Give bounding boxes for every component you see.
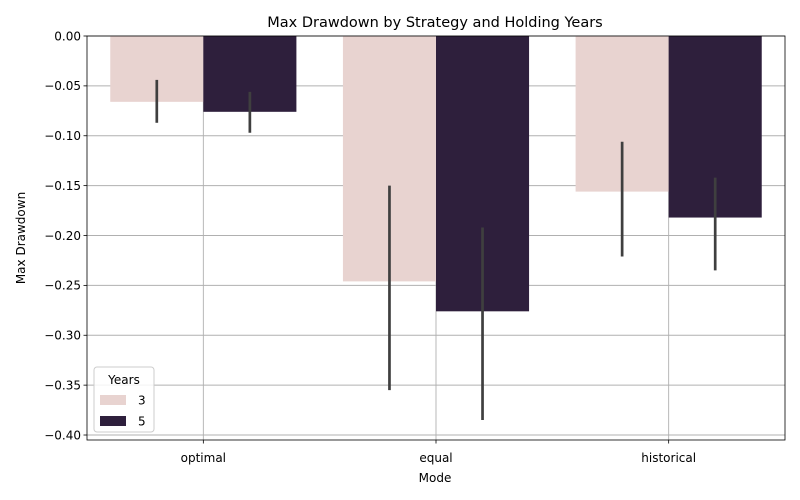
chart-title: Max Drawdown by Strategy and Holding Yea… [267, 15, 603, 31]
y-tick-label: −0.35 [44, 378, 81, 392]
y-tick-label: −0.25 [44, 279, 81, 293]
error-bars [155, 79, 717, 421]
x-tick-label-optimal: optimal [181, 451, 226, 465]
x-tick-label-historical: historical [641, 451, 696, 465]
y-tick-label: −0.15 [44, 179, 81, 193]
bars [110, 36, 762, 312]
y-tick-label: −0.05 [44, 79, 81, 93]
legend-label-5: 5 [138, 415, 146, 429]
y-tick-label: −0.40 [44, 428, 81, 442]
y-axis-label: Max Drawdown [14, 192, 28, 284]
y-tick-label: −0.10 [44, 129, 81, 143]
x-axis-label: Mode [419, 471, 452, 485]
legend-swatch-3 [100, 395, 126, 405]
axes: 0.00 −0.05 −0.10 −0.15 −0.20 −0.25 −0.30 −0.35 −… [44, 29, 786, 465]
y-tick-label: −0.30 [44, 329, 81, 343]
y-tick-label: 0.00 [54, 29, 81, 43]
legend-label-3: 3 [138, 394, 146, 408]
legend-title: Years [107, 373, 140, 387]
legend: Years 3 5 [93, 366, 155, 433]
y-tick-label: −0.20 [44, 229, 81, 243]
x-tick-label-equal: equal [419, 451, 452, 465]
legend-swatch-5 [100, 416, 126, 426]
